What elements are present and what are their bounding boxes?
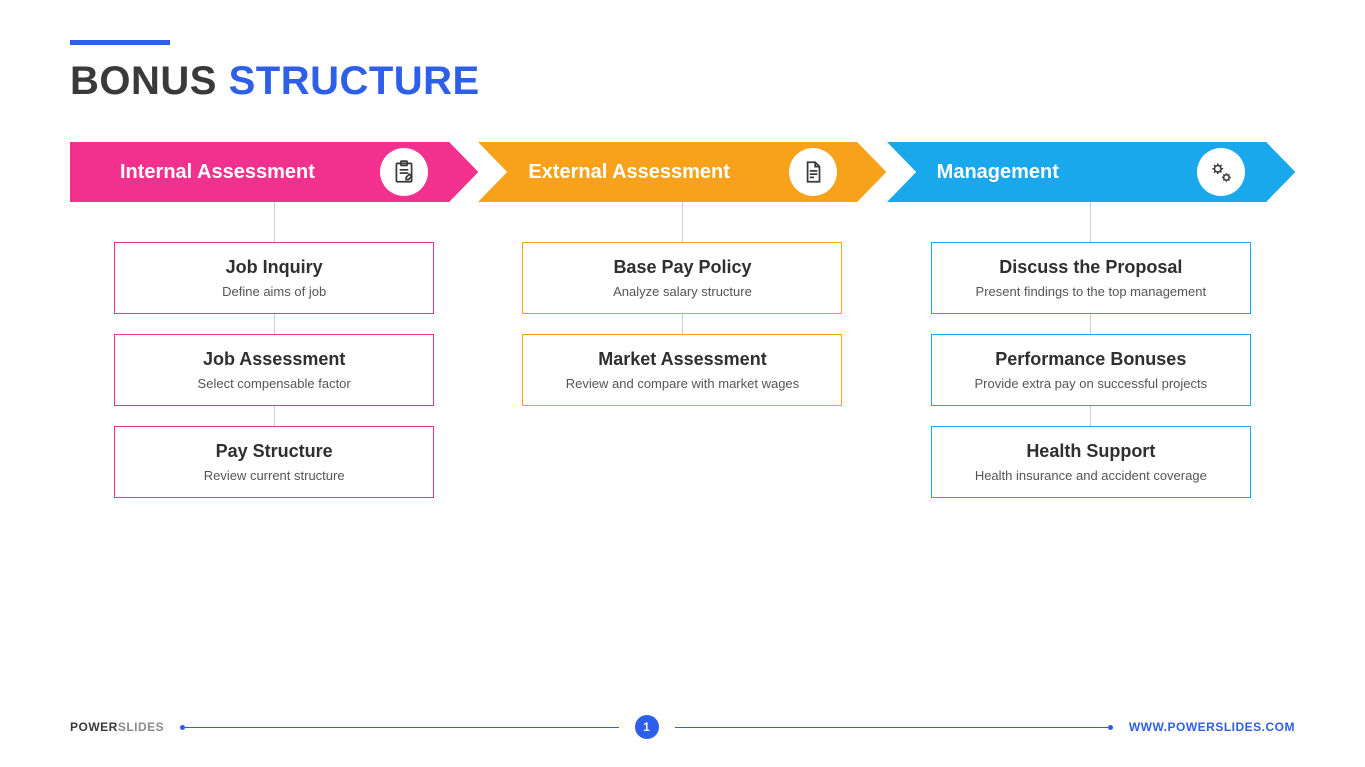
card-desc: Review current structure xyxy=(125,468,423,483)
card-title: Market Assessment xyxy=(533,349,831,370)
footer: POWERSLIDES 1 WWW.POWERSLIDES.COM xyxy=(70,715,1295,739)
card-performance-bonuses: Performance Bonuses Provide extra pay on… xyxy=(931,334,1251,406)
card-pay-structure: Pay Structure Review current structure xyxy=(114,426,434,498)
card-title: Job Inquiry xyxy=(125,257,423,278)
gears-icon xyxy=(1197,148,1245,196)
connector-line xyxy=(682,314,683,334)
card-discuss-proposal: Discuss the Proposal Present findings to… xyxy=(931,242,1251,314)
connector-line xyxy=(682,202,683,242)
card-title: Base Pay Policy xyxy=(533,257,831,278)
chevron-management: Management xyxy=(887,142,1295,202)
connector-line xyxy=(1090,406,1091,426)
page-title: BONUS STRUCTURE xyxy=(70,59,1295,104)
footer-url: WWW.POWERSLIDES.COM xyxy=(1129,720,1295,734)
connector-line xyxy=(1090,202,1091,242)
footer-line-left xyxy=(180,727,618,728)
columns-container: Job Inquiry Define aims of job Job Asses… xyxy=(70,202,1295,498)
chevron-internal-assessment: Internal Assessment xyxy=(70,142,478,202)
column-management: Discuss the Proposal Present findings to… xyxy=(887,202,1295,498)
clipboard-icon xyxy=(380,148,428,196)
card-desc: Provide extra pay on successful projects xyxy=(942,376,1240,391)
brand-part-2: SLIDES xyxy=(118,720,164,734)
card-job-inquiry: Job Inquiry Define aims of job xyxy=(114,242,434,314)
chevron-external-assessment: External Assessment xyxy=(478,142,886,202)
footer-brand: POWERSLIDES xyxy=(70,720,164,734)
connector-line xyxy=(274,406,275,426)
page-number: 1 xyxy=(635,715,659,739)
chevron-label: Internal Assessment xyxy=(120,161,315,184)
card-job-assessment: Job Assessment Select compensable factor xyxy=(114,334,434,406)
title-part-1: BONUS xyxy=(70,59,217,103)
card-base-pay-policy: Base Pay Policy Analyze salary structure xyxy=(522,242,842,314)
document-icon xyxy=(789,148,837,196)
card-desc: Review and compare with market wages xyxy=(533,376,831,391)
column-internal: Job Inquiry Define aims of job Job Asses… xyxy=(70,202,478,498)
brand-part-1: POWER xyxy=(70,720,118,734)
card-market-assessment: Market Assessment Review and compare wit… xyxy=(522,334,842,406)
chevron-row: Internal Assessment External Assessment xyxy=(70,142,1295,202)
column-external: Base Pay Policy Analyze salary structure… xyxy=(478,202,886,498)
card-title: Discuss the Proposal xyxy=(942,257,1240,278)
card-health-support: Health Support Health insurance and acci… xyxy=(931,426,1251,498)
footer-line-right xyxy=(675,727,1113,728)
chevron-label: Management xyxy=(937,161,1059,184)
card-title: Health Support xyxy=(942,441,1240,462)
chevron-label: External Assessment xyxy=(528,161,730,184)
connector-line xyxy=(1090,314,1091,334)
card-desc: Health insurance and accident coverage xyxy=(942,468,1240,483)
card-desc: Analyze salary structure xyxy=(533,284,831,299)
card-desc: Present findings to the top management xyxy=(942,284,1240,299)
card-title: Job Assessment xyxy=(125,349,423,370)
title-accent-bar xyxy=(70,40,170,45)
connector-line xyxy=(274,202,275,242)
card-title: Performance Bonuses xyxy=(942,349,1240,370)
title-part-2: STRUCTURE xyxy=(229,59,480,103)
card-desc: Select compensable factor xyxy=(125,376,423,391)
card-desc: Define aims of job xyxy=(125,284,423,299)
card-title: Pay Structure xyxy=(125,441,423,462)
connector-line xyxy=(274,314,275,334)
